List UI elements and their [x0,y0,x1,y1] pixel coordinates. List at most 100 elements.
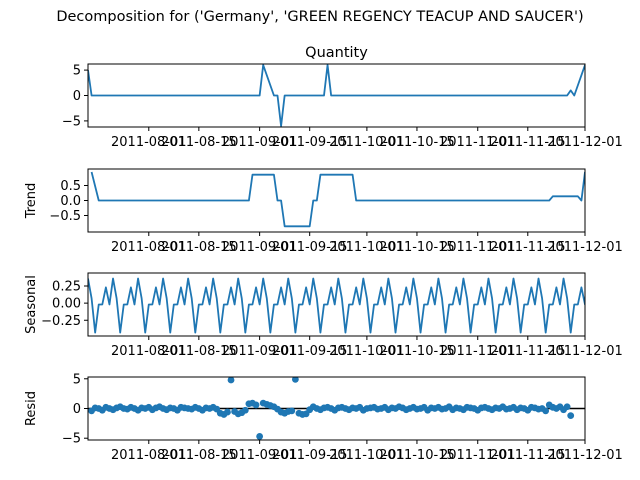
series-line [88,277,585,334]
y-tick-label: −0.25 [41,314,81,329]
x-tick: 2011-11-01 [440,336,516,359]
x-tick: 2011-11-15 [490,232,566,255]
y-tick: −0.25 [41,314,88,329]
x-tick-label: 2011-10-15 [379,448,455,463]
y-tick-label: 0 [73,402,81,417]
y-tick: 5 [73,372,88,387]
x-tick: 2011-09-01 [222,127,297,150]
panels: −5052011-08-012011-08-152011-09-012011-0… [24,45,623,463]
x-tick-label: 2011-09-15 [272,448,348,463]
x-tick: 2011-09-15 [272,336,348,359]
y-tick: 0.5 [60,179,88,194]
x-tick: 2011-10-15 [379,440,455,463]
x-tick-label: 2011-11-01 [440,448,516,463]
x-tick: 2011-11-15 [490,336,566,359]
y-tick: 0.00 [52,297,88,312]
x-tick-label: 2011-08-01 [111,448,187,463]
x-tick: 2011-11-15 [490,440,566,463]
resid-point [224,408,231,416]
x-tick: 2011-09-15 [272,232,348,255]
x-tick: 2011-10-15 [379,232,455,255]
x-tick: 2011-11-01 [440,232,516,255]
resid-point [227,377,235,384]
x-tick-label: 2011-12-01 [547,344,623,359]
x-tick-label: 2011-11-15 [490,240,566,255]
x-tick-label: 2011-10-01 [329,135,405,150]
panel-ylabel: Trend [24,183,39,220]
x-tick-label: 2011-11-01 [440,135,516,150]
x-tick-label: 2011-11-01 [440,344,516,359]
y-tick-label: 0.00 [52,297,81,312]
x-tick-label: 2011-09-15 [272,240,348,255]
y-tick-label: 5 [73,64,81,79]
x-tick: 2011-10-01 [329,440,405,463]
x-tick: 2011-12-01 [547,336,623,359]
x-tick: 2011-12-01 [547,440,623,463]
x-tick: 2011-12-01 [547,232,623,255]
x-tick-label: 2011-09-15 [272,344,348,359]
panel-data [88,377,585,440]
y-tick-label: 5 [73,372,81,387]
series-line [88,64,585,127]
y-tick-label: 0.0 [60,194,81,209]
panel-2: −0.50.00.5 2011-08-012011-08-152011-09-01… [24,168,623,255]
x-tick-label: 2011-08-15 [161,448,237,463]
x-tick-label: 2011-09-01 [222,240,298,255]
x-tick: 2011-08-01 [111,127,187,150]
x-tick: 2011-08-01 [111,440,187,463]
resid-point [256,433,264,440]
y-tick-label: −0.5 [49,209,81,224]
x-tick-label: 2011-08-15 [161,240,237,255]
x-tick-label: 2011-10-01 [329,344,405,359]
x-tick: 2011-12-01 [547,127,623,150]
resid-point [542,407,550,415]
y-tick: 0.0 [60,194,88,209]
x-tick-label: 2011-10-01 [329,240,405,255]
x-tick: 2011-09-01 [222,336,298,359]
panel-ylabel: Resid [24,391,39,426]
x-tick-label: 2011-12-01 [547,135,623,150]
panel-1: −5 0 5 2011-08-012011-08-152011-09-012011-0… [62,45,623,150]
panel-title: Quantity [305,45,368,61]
x-tick-label: 2011-08-01 [111,240,187,255]
x-tick-label: 2011-08-15 [161,344,237,359]
panel-data [88,64,585,127]
y-tick: −5 [62,432,88,447]
x-tick-label: 2011-08-01 [111,344,187,359]
y-tick-label: −5 [62,114,81,129]
x-tick: 2011-10-01 [329,336,405,359]
x-tick: 2011-08-01 [111,336,187,359]
resid-point [563,403,571,411]
y-tick-label: 0.5 [60,179,81,194]
y-tick: 0 [73,402,88,417]
x-tick: 2011-11-01 [440,440,516,463]
x-tick: 2011-08-15 [161,336,237,359]
figure-suptitle: Decomposition for ('Germany', 'GREEN REG… [56,9,583,25]
x-tick: 2011-11-15 [490,127,566,150]
y-tick: 5 [73,64,88,79]
resid-point [241,406,249,414]
x-tick: 2011-10-01 [329,232,405,255]
y-tick: −5 [62,114,88,129]
y-tick: −0.5 [49,209,88,224]
panel-4: −5 0 5 2011-08-012011-08-152011-09-012011-0… [24,372,623,463]
y-tick-label: 0 [73,89,81,104]
x-tick-label: 2011-08-01 [111,135,187,150]
x-tick: 2011-09-01 [222,232,298,255]
x-tick: 2011-08-15 [161,440,237,463]
x-tick: 2011-09-01 [222,440,298,463]
resid-point [252,401,260,409]
resid-point [291,377,299,383]
x-tick-label: 2011-10-01 [329,448,405,463]
y-tick-label: −5 [62,432,81,447]
x-tick-label: 2011-09-01 [222,448,298,463]
x-tick-label: 2011-11-15 [490,344,566,359]
x-tick-label: 2011-09-01 [222,344,298,359]
x-tick-label: 2011-11-15 [490,448,566,463]
x-tick: 2011-11-01 [440,127,516,150]
x-tick: 2011-10-15 [379,336,455,359]
x-tick: 2011-09-15 [272,440,348,463]
x-tick-label: 2011-12-01 [547,448,623,463]
series-line [90,171,585,228]
